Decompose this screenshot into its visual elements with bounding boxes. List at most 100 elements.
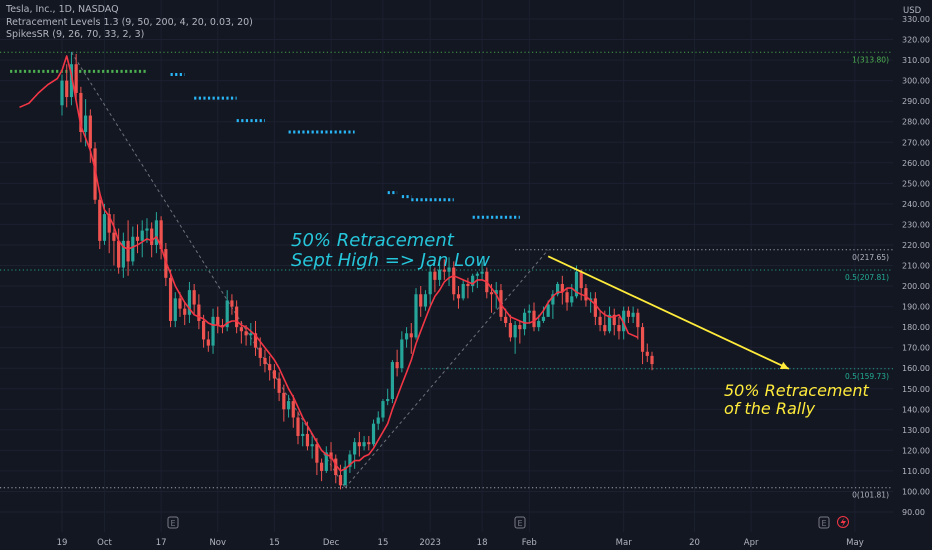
price-tick-label: 320.00 [902,36,930,45]
candle-body [102,214,107,241]
candle-body [93,148,97,200]
indicator-retracement-levels[interactable]: Retracement Levels 1.3 (9, 50, 200, 4, 2… [6,16,253,28]
time-tick-label: 18 [477,538,488,548]
price-tick-label: 180.00 [902,323,930,332]
price-tick-label: 130.00 [902,426,930,435]
time-axis[interactable]: 19 Oct 17 Nov 15 Dec 15 2023 18 Feb Mar 20 Apr May [0,532,932,550]
price-tick-label: 120.00 [902,446,930,455]
time-tick-label: Dec [323,538,340,548]
candle-body [612,314,616,326]
candle-body [249,333,253,336]
price-tick-label: 90.00 [902,508,925,517]
price-tick-label: 110.00 [902,467,930,476]
candle-body [131,236,135,262]
candle-body [504,316,508,324]
candle-body [112,232,116,241]
candle-body [315,444,319,463]
candle-body [537,320,541,328]
price-tick-label: 280.00 [902,118,930,127]
split-event-icon [837,516,849,528]
fib-label: 0(217.65) [852,253,889,262]
projection-line [547,255,790,370]
candle-body [140,230,144,241]
candle-body [541,316,546,321]
price-tick-label: 160.00 [902,364,930,373]
candle-body [622,310,626,332]
annotation-line: 50% Retracement [291,230,454,251]
candle-body [79,92,83,132]
candle-body [650,355,654,365]
candle-body [121,240,125,268]
candle-body [187,290,192,315]
price-axis-bg [896,0,932,532]
time-tick-label: 19 [57,538,68,548]
swing-lines [71,52,549,489]
candle-body [522,312,527,330]
price-tick-label: 100.00 [902,487,930,496]
candle-body [617,325,621,332]
candle-body [98,199,102,241]
candle-body [277,378,281,393]
candle-body [438,269,442,280]
time-tick-label: Mar [616,538,633,548]
candle-body [150,228,154,245]
candle-body [239,327,243,332]
candle-body [551,294,555,305]
candle-body [579,271,583,289]
candle-body [178,298,182,309]
candle-body [570,296,574,303]
candle-body [362,442,366,447]
earnings-icon [167,516,179,529]
candle-body [225,300,229,328]
fib-label: 0.5(159.73) [845,372,889,381]
candle-body [117,240,121,268]
candle-body [428,271,432,295]
candle-body [584,288,588,301]
candle-body [404,333,409,340]
candle-body [296,417,300,436]
time-tick-label: May [846,538,864,548]
candle-body [291,401,295,418]
time-tick-label: 20 [689,538,700,548]
ma-line [19,55,639,472]
candle-body [631,312,635,317]
candle-body [263,357,267,365]
chart-legend: Tesla, Inc., 1D, NASDAQ Retracement Leve… [6,4,253,42]
candle-body [390,362,394,400]
price-tick-label: 250.00 [902,179,930,188]
symbol-title[interactable]: Tesla, Inc., 1D, NASDAQ [6,4,119,15]
candle-body [353,442,357,455]
indicator-spikes-sr[interactable]: SpikesSR (9, 26, 70, 33, 2, 3) [6,29,145,40]
candle-body [74,64,78,93]
candle-body [159,220,163,250]
candle-body [258,347,262,358]
candle-body [230,300,234,307]
candle-body [301,433,305,436]
candle-body [489,292,494,295]
annotation-line: 50% Retracement [724,381,869,400]
moving-average [19,55,639,472]
candle-body [442,269,446,272]
price-tick-label: 270.00 [902,138,930,147]
candle-body [305,433,310,447]
candle-body [603,325,607,332]
candle-body [286,401,291,410]
candle-body [452,267,456,295]
candle-body [593,298,597,317]
fib-label: 0.5(207.81) [845,273,889,282]
candle-body [447,267,451,272]
earnings-icon-glyph: E [517,519,522,528]
candle-body [532,310,536,328]
time-tick-label: Feb [522,538,537,548]
candle-body [65,80,69,98]
candle-body [513,325,517,338]
price-tick-label: 330.00 [902,15,930,24]
price-tick-label: 260.00 [902,159,930,168]
projection-arrow [547,255,790,370]
candle-body [192,290,196,305]
price-tick-label: 220.00 [902,241,930,250]
candle-body [598,316,602,326]
candle-body [183,308,187,315]
